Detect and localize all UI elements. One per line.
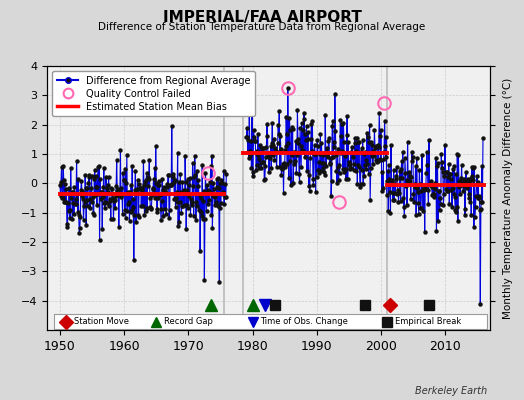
Text: Record Gap: Record Gap [164,317,213,326]
Text: Station Move: Station Move [74,317,129,326]
Text: Time of Obs. Change: Time of Obs. Change [260,317,348,326]
Text: Difference of Station Temperature Data from Regional Average: Difference of Station Temperature Data f… [99,22,425,32]
Y-axis label: Monthly Temperature Anomaly Difference (°C): Monthly Temperature Anomaly Difference (… [503,77,513,319]
Legend: Difference from Regional Average, Quality Control Failed, Estimated Station Mean: Difference from Regional Average, Qualit… [52,71,255,116]
FancyBboxPatch shape [53,314,487,330]
Text: Berkeley Earth: Berkeley Earth [415,386,487,396]
Text: IMPERIAL/FAA AIRPORT: IMPERIAL/FAA AIRPORT [162,10,362,25]
Text: Empirical Break: Empirical Break [395,317,461,326]
